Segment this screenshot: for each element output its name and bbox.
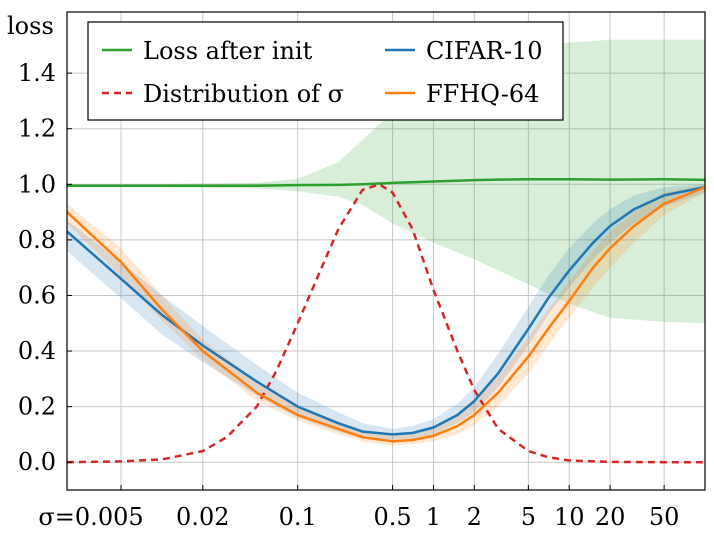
axis-ticks: σ=0.005 0.02 0.1 0.5 1 2 5 10 20 50 0.0 0.2 0.4 0.6 0.… (18, 59, 680, 531)
x-tick-label: 0.02 (176, 503, 229, 531)
x-tick-label: 2 (467, 503, 482, 531)
y-tick-label: 0.4 (18, 337, 56, 365)
band-ffhq-64 (67, 184, 705, 446)
y-tick-label: 0.0 (18, 448, 56, 476)
x-tick-label: 10 (554, 503, 585, 531)
series-line-loss-after-init (67, 178, 705, 187)
x-tick-label: 0.1 (279, 503, 317, 531)
series-lines (67, 178, 705, 464)
y-tick-label: 1.2 (18, 115, 56, 143)
x-tick-label: 1 (426, 503, 441, 531)
legend: Loss after init CIFAR-10 Distribution of… (87, 21, 564, 121)
legend-box (87, 21, 564, 121)
y-tick-label: 0.2 (18, 393, 56, 421)
legend-label-cifar-10: CIFAR-10 (426, 37, 542, 65)
x-tick-label: 50 (649, 503, 680, 531)
x-tick-label: 20 (595, 503, 626, 531)
series-line-distribution-of-sigma (67, 183, 705, 464)
y-axis-label: loss (7, 12, 54, 40)
x-tick-label: 5 (521, 503, 536, 531)
legend-label-distribution-of-sigma: Distribution of σ (143, 80, 344, 108)
y-tick-label: 0.6 (18, 281, 56, 309)
plot-frame (66, 11, 706, 491)
y-tick-label: 0.8 (18, 226, 56, 254)
legend-label-ffhq-64: FFHQ-64 (426, 80, 539, 108)
band-cifar-10 (67, 184, 705, 440)
series-line-ffhq-64 (67, 185, 705, 443)
y-tick-label: 1.0 (18, 170, 56, 198)
series-line-cifar-10 (67, 185, 705, 436)
x-tick-label: 0.5 (373, 503, 411, 531)
y-tick-label: 1.4 (18, 59, 56, 87)
legend-label-loss-after-init: Loss after init (143, 37, 313, 65)
x-tick-label: σ=0.005 (38, 503, 143, 531)
